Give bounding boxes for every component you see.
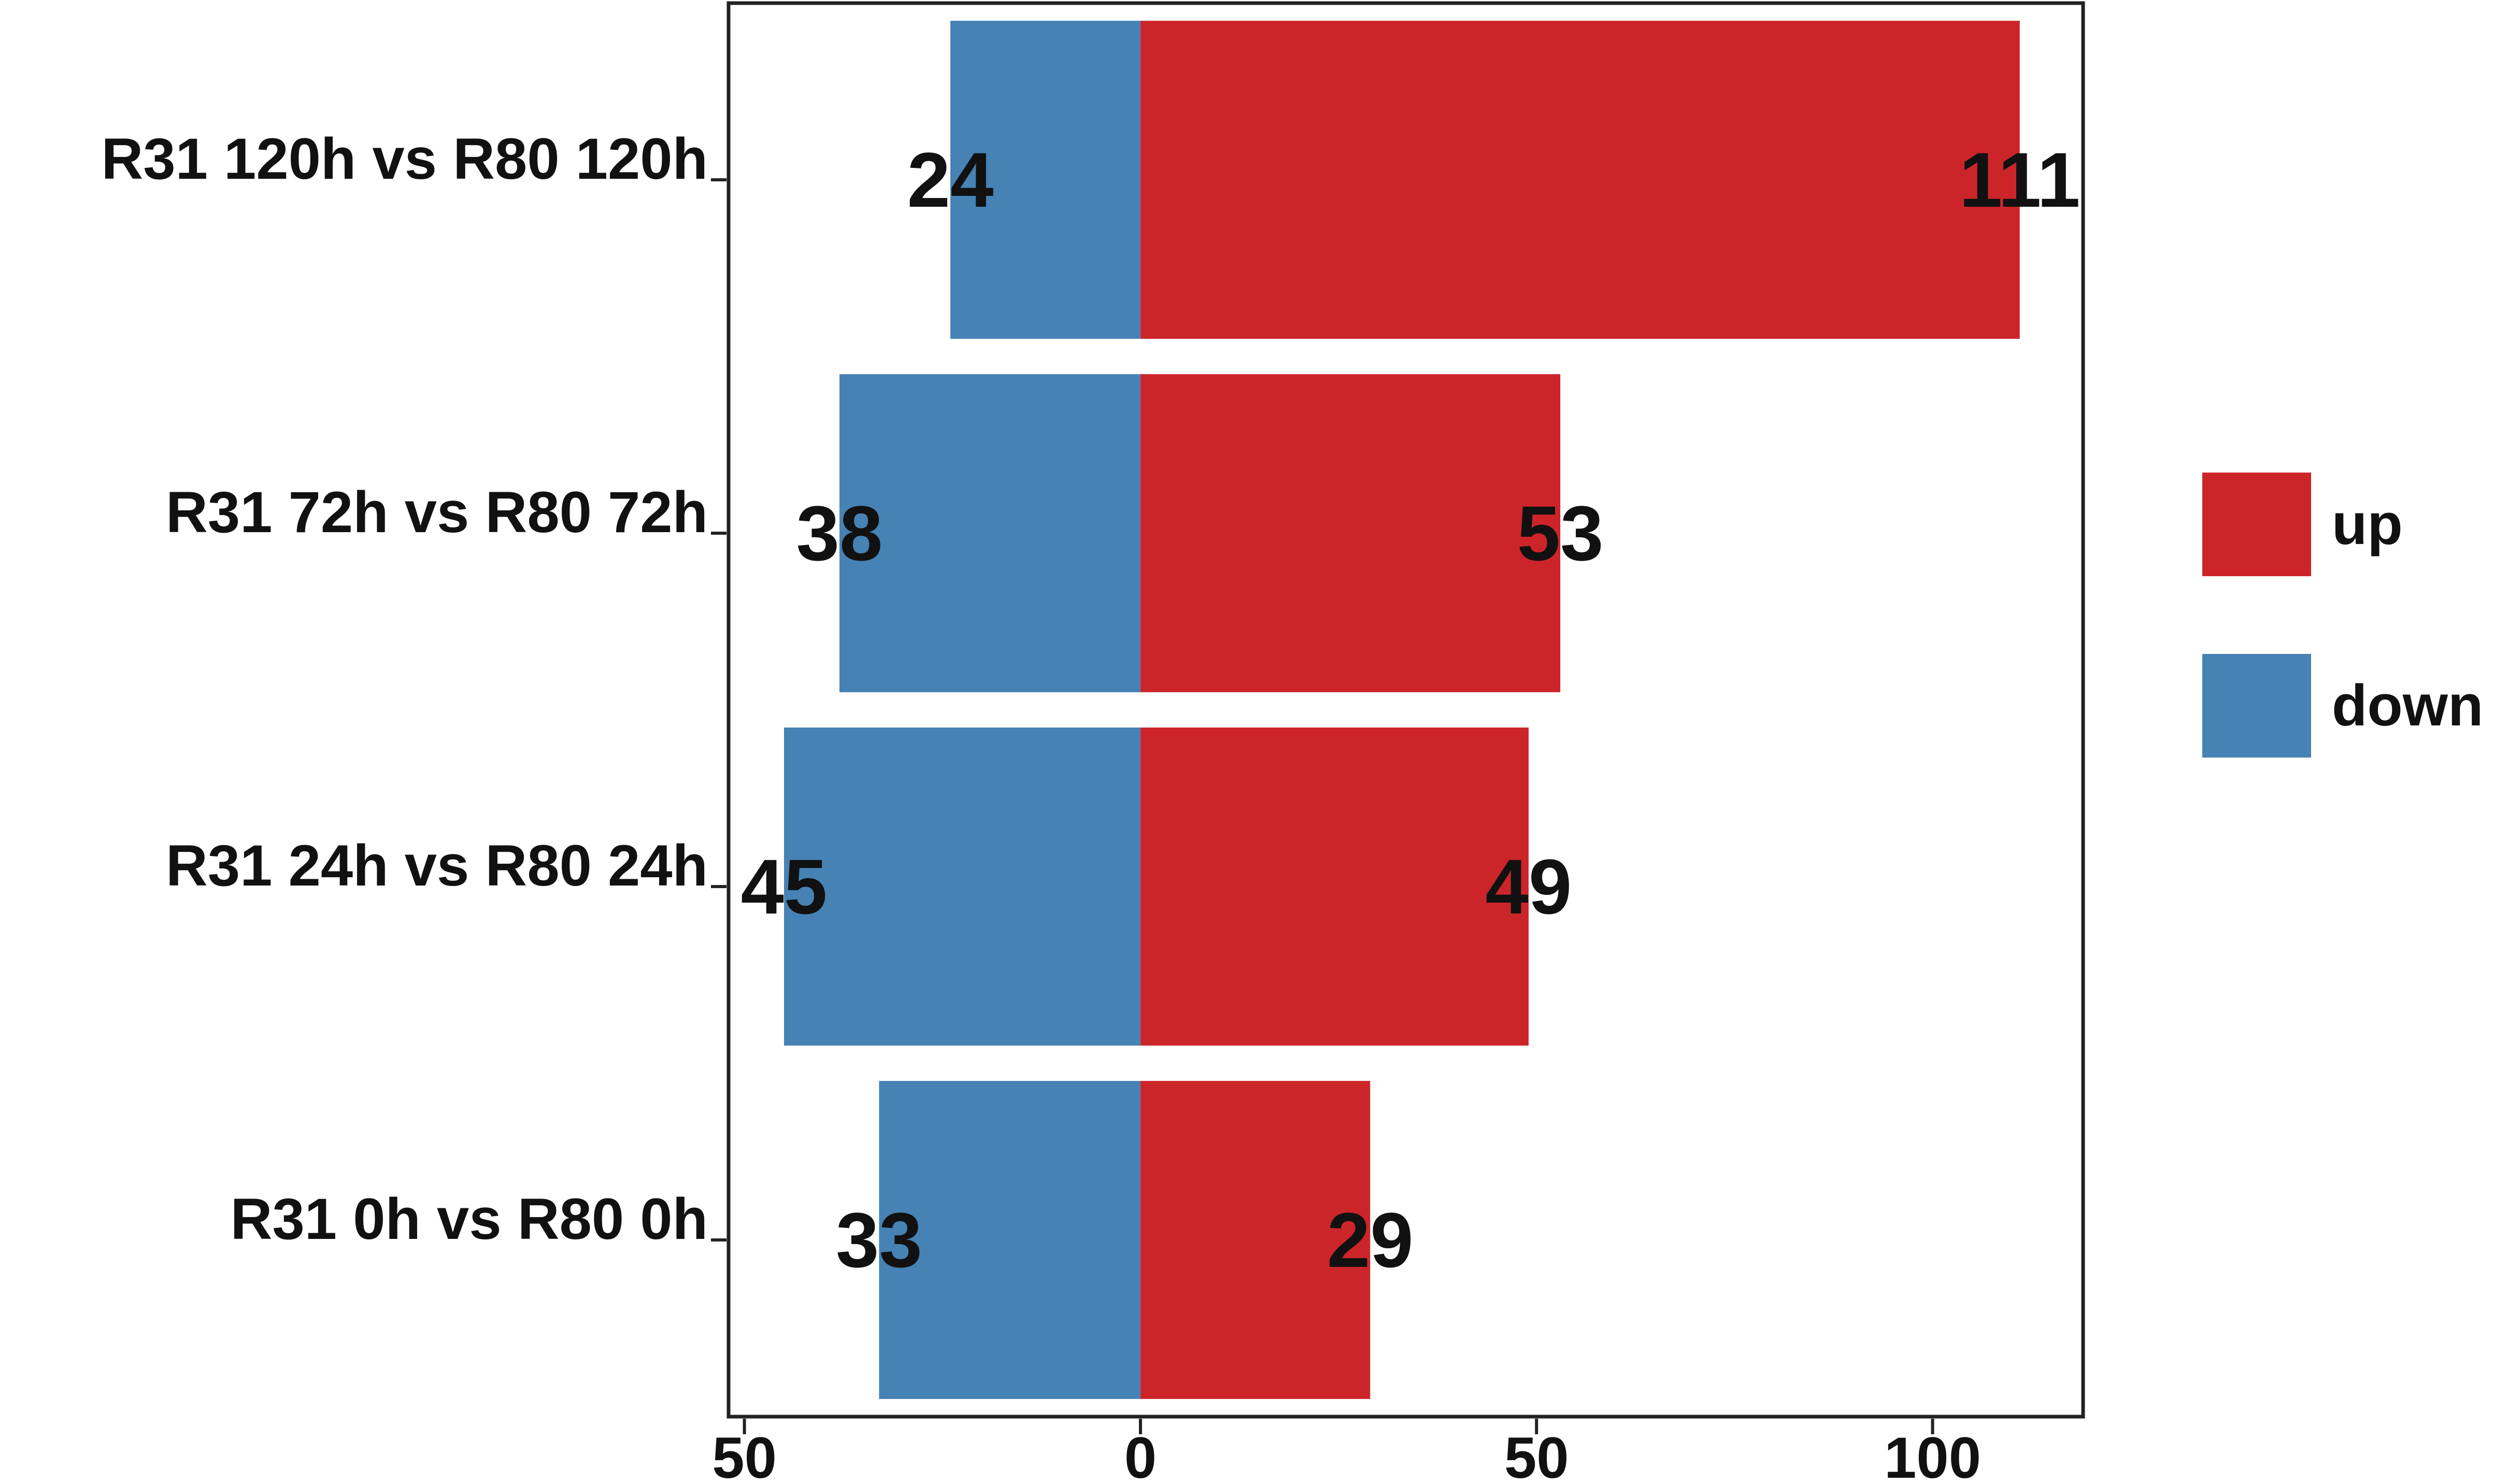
- legend-swatch-down: [2202, 654, 2311, 758]
- data-label-up-3: 29: [1327, 1196, 1414, 1283]
- y-tick-label-2: R31 24h vs R80 24h: [166, 833, 708, 898]
- legend-swatch-up: [2202, 473, 2311, 576]
- bars-layer: [784, 21, 2020, 1399]
- x-tick-label-3: 100: [1884, 1425, 1981, 1484]
- data-label-up-2: 49: [1486, 843, 1572, 930]
- legend: up down: [2202, 473, 2483, 758]
- data-labels-layer: 24 111 38 53 45 49 33 29: [741, 136, 2080, 1283]
- plot-frame: [726, 1, 2085, 1419]
- data-label-down-2: 45: [741, 843, 828, 930]
- x-axis: 50 0 50 100: [712, 1419, 1981, 1484]
- y-axis: R31 120h vs R80 120h R31 72h vs R80 72h R3…: [101, 126, 726, 1251]
- bar-down-0: [950, 21, 1141, 339]
- data-label-down-0: 24: [907, 136, 994, 223]
- bar-up-2: [1140, 727, 1529, 1046]
- data-label-down-1: 38: [796, 490, 883, 577]
- bar-up-3: [1140, 1081, 1371, 1399]
- x-tick-label-0: 50: [712, 1425, 777, 1484]
- bar-up-1: [1140, 374, 1561, 692]
- y-tick-label-0: R31 120h vs R80 120h: [101, 126, 708, 191]
- x-tick-label-1: 0: [1124, 1425, 1157, 1484]
- x-tick-label-2: 50: [1504, 1425, 1569, 1484]
- bar-down-1: [839, 374, 1141, 692]
- y-tick-label-1: R31 72h vs R80 72h: [166, 480, 708, 545]
- bar-up-0: [1140, 21, 2020, 339]
- legend-label-up: up: [2332, 492, 2403, 556]
- data-label-up-0: 111: [1959, 136, 2080, 223]
- data-label-down-3: 33: [836, 1196, 922, 1283]
- data-label-up-1: 53: [1517, 490, 1604, 577]
- legend-label-down: down: [2332, 673, 2483, 738]
- bar-down-3: [879, 1081, 1141, 1399]
- bar-down-2: [784, 727, 1141, 1046]
- y-tick-label-3: R31 0h vs R80 0h: [231, 1187, 708, 1251]
